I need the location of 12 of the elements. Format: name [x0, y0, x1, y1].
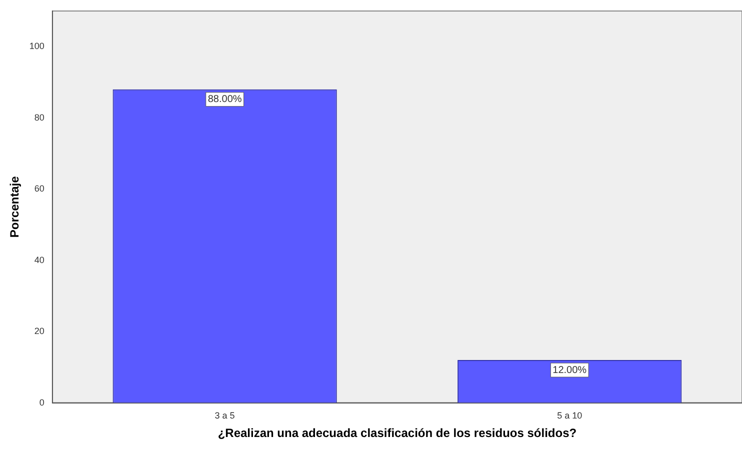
y-tick-label: 60 — [34, 184, 44, 194]
y-axis-title: Porcentaje — [8, 176, 22, 238]
y-tick-label: 80 — [34, 112, 44, 122]
y-tick-label: 20 — [34, 326, 44, 336]
y-tick-label: 40 — [34, 254, 44, 265]
x-tick-label: 5 a 10 — [557, 410, 582, 421]
y-tick-label: 0 — [39, 397, 44, 408]
y-tick-label: 100 — [29, 41, 44, 52]
data-label: 88.00% — [208, 94, 242, 106]
x-tick-label: 3 a 5 — [214, 410, 235, 421]
x-axis-title: ¿Realizan una adecuada clasificación de los residuos sólidos? — [218, 426, 577, 440]
data-label: 12.00% — [552, 364, 587, 376]
